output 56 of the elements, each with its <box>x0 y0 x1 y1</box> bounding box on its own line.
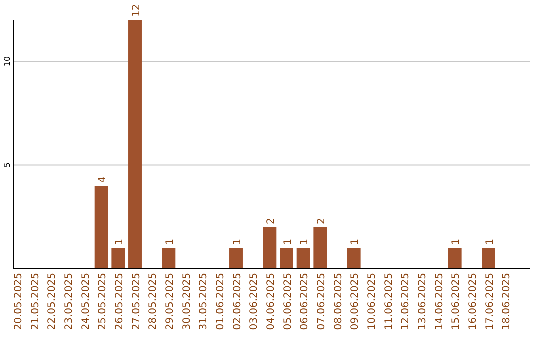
x-tick-label: 05.06.2025 <box>282 273 294 330</box>
data-label: 12 <box>131 4 142 17</box>
bar <box>263 228 277 269</box>
x-tick-label: 24.05.2025 <box>80 273 92 330</box>
data-label: 1 <box>114 238 126 246</box>
bar <box>482 248 496 269</box>
x-tick-label: 31.05.2025 <box>198 273 210 330</box>
x-tick-label: 14.06.2025 <box>434 273 446 330</box>
x-tick-label: 01.06.2025 <box>215 273 226 330</box>
data-label: 1 <box>232 238 244 246</box>
x-tick-label: 11.06.2025 <box>384 273 395 330</box>
data-label: 1 <box>451 238 462 246</box>
x-tick-label: 08.06.2025 <box>333 273 344 330</box>
x-tick-label: 18.06.2025 <box>502 273 513 330</box>
bar <box>296 248 310 269</box>
bar <box>112 248 126 269</box>
data-label: 1 <box>164 238 176 246</box>
y-tick-label: 5 <box>3 162 12 168</box>
bar <box>448 248 462 269</box>
x-tick-label: 03.06.2025 <box>249 273 260 330</box>
x-tick-label: 25.05.2025 <box>98 273 109 330</box>
data-label: 1 <box>484 238 496 246</box>
y-tick-label: 10 <box>3 56 12 67</box>
x-tick-label: 09.06.2025 <box>350 273 362 330</box>
data-label: 1 <box>350 238 362 246</box>
x-tick-label: 22.05.2025 <box>47 273 58 330</box>
x-tick-label: 13.06.2025 <box>417 273 428 330</box>
x-tick-label: 02.06.2025 <box>232 273 244 330</box>
bar <box>314 228 328 269</box>
x-tick-label: 27.05.2025 <box>131 273 142 330</box>
x-tick-label: 16.06.2025 <box>468 273 479 330</box>
x-tick-label: 20.05.2025 <box>13 273 24 330</box>
data-label: 4 <box>98 176 109 183</box>
bar <box>94 186 108 269</box>
x-tick-label: 26.05.2025 <box>114 273 126 330</box>
x-tick-label: 29.05.2025 <box>164 273 176 330</box>
data-label: 2 <box>266 218 277 224</box>
data-label: 2 <box>316 218 328 224</box>
x-tick-label: 10.06.2025 <box>366 273 378 330</box>
x-tick-label: 17.06.2025 <box>484 273 496 330</box>
x-tick-label: 12.06.2025 <box>400 273 412 330</box>
bar <box>347 248 361 269</box>
bar <box>280 248 294 269</box>
x-tick-label: 23.05.2025 <box>64 273 75 330</box>
x-tick-label: 15.06.2025 <box>451 273 462 330</box>
x-tick-label: 06.06.2025 <box>300 273 311 330</box>
bar <box>162 248 176 269</box>
x-tick-label: 04.06.2025 <box>266 273 277 330</box>
data-label: 1 <box>282 238 294 246</box>
x-tick-label: 28.05.2025 <box>148 273 160 330</box>
x-tick-label: 21.05.2025 <box>30 273 42 330</box>
x-tick-label: 30.05.2025 <box>182 273 193 330</box>
x-tick-label: 07.06.2025 <box>316 273 328 330</box>
bar <box>128 20 142 269</box>
bar <box>230 248 243 269</box>
data-label: 1 <box>300 238 311 246</box>
